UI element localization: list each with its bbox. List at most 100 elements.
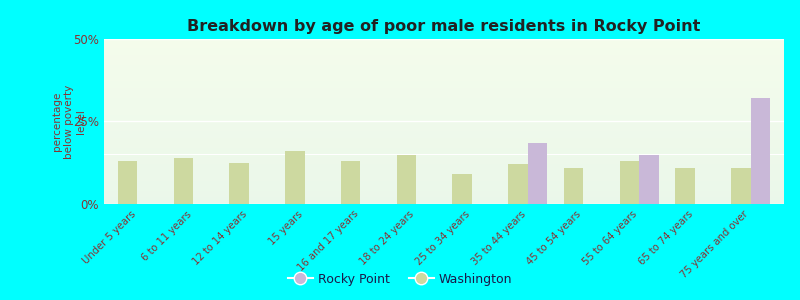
Bar <box>104 188 784 189</box>
Bar <box>564 168 583 204</box>
Bar <box>104 92 784 93</box>
Bar <box>104 119 784 120</box>
Bar <box>104 148 784 149</box>
Bar <box>675 168 695 204</box>
Bar <box>104 100 784 101</box>
Bar <box>104 101 784 102</box>
Bar <box>104 49 784 50</box>
Bar <box>104 161 784 162</box>
Title: Breakdown by age of poor male residents in Rocky Point: Breakdown by age of poor male residents … <box>187 19 701 34</box>
Bar <box>508 164 528 204</box>
Bar <box>104 196 784 197</box>
Bar <box>104 40 784 41</box>
Bar <box>104 139 784 140</box>
Bar <box>104 184 784 185</box>
Bar <box>104 93 784 94</box>
Bar <box>104 50 784 51</box>
Bar <box>104 175 784 176</box>
Legend: Rocky Point, Washington: Rocky Point, Washington <box>283 268 517 291</box>
Bar <box>104 150 784 151</box>
Bar <box>104 43 784 44</box>
Bar <box>104 121 784 122</box>
Y-axis label: percentage
below poverty
level: percentage below poverty level <box>52 84 86 159</box>
Bar <box>104 110 784 111</box>
Bar <box>104 116 784 117</box>
Bar <box>104 151 784 152</box>
Bar <box>104 187 784 188</box>
Bar <box>104 172 784 173</box>
Bar <box>104 143 784 144</box>
Bar <box>104 81 784 82</box>
Bar <box>104 86 784 87</box>
Bar <box>104 190 784 191</box>
Bar <box>104 79 784 80</box>
Bar <box>104 154 784 155</box>
Bar <box>104 141 784 142</box>
Bar <box>104 98 784 99</box>
Bar <box>104 142 784 143</box>
Bar <box>104 128 784 129</box>
Bar <box>104 47 784 48</box>
Bar <box>104 105 784 106</box>
Bar <box>104 199 784 200</box>
Bar <box>104 71 784 72</box>
Bar <box>104 201 784 202</box>
Bar <box>174 158 193 204</box>
Bar <box>104 203 784 204</box>
Bar <box>104 56 784 57</box>
Bar <box>104 191 784 192</box>
Bar <box>104 55 784 56</box>
Bar <box>104 160 784 161</box>
Bar <box>104 48 784 49</box>
Bar <box>104 164 784 165</box>
Bar <box>104 99 784 100</box>
Bar <box>104 80 784 81</box>
Bar <box>104 91 784 92</box>
Bar <box>104 78 784 79</box>
Bar <box>104 97 784 98</box>
Bar <box>104 85 784 86</box>
Bar <box>104 107 784 108</box>
Bar <box>104 117 784 118</box>
Bar <box>104 127 784 128</box>
Bar <box>104 133 784 134</box>
Bar <box>104 165 784 166</box>
Bar <box>104 44 784 45</box>
Bar <box>104 147 784 148</box>
Bar <box>104 58 784 59</box>
Bar <box>104 124 784 125</box>
Bar <box>104 194 784 195</box>
Bar <box>104 152 784 153</box>
Bar <box>104 198 784 199</box>
Bar <box>104 40 784 41</box>
Bar <box>104 62 784 63</box>
Bar <box>104 41 784 42</box>
Bar <box>104 123 784 124</box>
Bar <box>104 104 784 105</box>
Bar <box>104 174 784 175</box>
Bar <box>104 83 784 84</box>
Bar <box>230 163 249 204</box>
Bar <box>104 103 784 104</box>
Bar <box>104 125 784 126</box>
Bar <box>104 140 784 141</box>
Bar <box>104 146 784 147</box>
Bar <box>104 137 784 138</box>
Bar <box>104 138 784 139</box>
Bar <box>104 130 784 131</box>
Bar <box>104 77 784 78</box>
Bar <box>619 161 639 204</box>
Bar <box>104 170 784 171</box>
Bar <box>104 135 784 136</box>
Bar <box>104 70 784 71</box>
Bar <box>104 64 784 65</box>
Bar <box>104 181 784 182</box>
Bar <box>104 45 784 46</box>
Bar <box>104 192 784 193</box>
Bar <box>104 153 784 154</box>
Bar <box>104 96 784 97</box>
Bar <box>104 157 784 158</box>
Bar <box>104 63 784 64</box>
Bar <box>104 167 784 168</box>
Bar <box>104 111 784 112</box>
